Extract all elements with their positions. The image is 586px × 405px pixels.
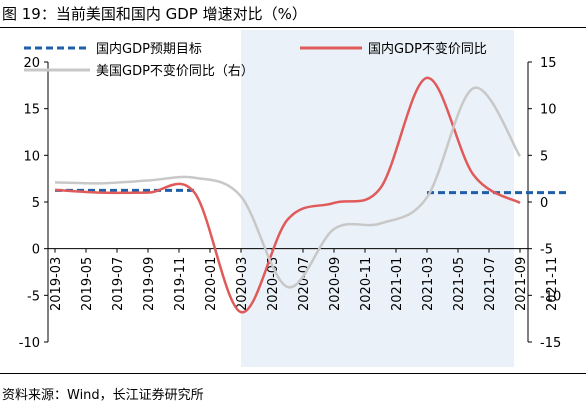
x-tick-label: 2019-03 bbox=[49, 257, 64, 311]
right-tick-label: -5 bbox=[540, 243, 553, 258]
legend-us-label: 美国GDP不变价同比（右） bbox=[96, 63, 254, 79]
left-tick-label: 10 bbox=[23, 149, 40, 164]
shaded-period bbox=[241, 30, 514, 367]
left-tick-label: 5 bbox=[32, 196, 40, 211]
x-tick-label: 2020-05 bbox=[266, 257, 281, 311]
x-tick-label: 2020-03 bbox=[235, 257, 250, 311]
us-gdp-line bbox=[54, 86, 522, 289]
right-tick-label: 5 bbox=[540, 149, 548, 164]
x-tick-label: 2021-09 bbox=[514, 257, 529, 311]
left-tick-label: -10 bbox=[19, 336, 40, 351]
right-tick-label: -10 bbox=[540, 289, 561, 304]
right-tick-label: 15 bbox=[540, 56, 557, 71]
x-tick-label: 2020-01 bbox=[204, 257, 219, 311]
left-tick-label: -5 bbox=[27, 289, 40, 304]
x-tick-label: 2019-11 bbox=[173, 257, 188, 311]
x-tick-label: 2019-07 bbox=[111, 257, 126, 311]
figure-title: 图 19：当前美国和国内 GDP 增速对比（%） bbox=[2, 5, 307, 23]
left-tick-label: 20 bbox=[23, 56, 40, 71]
left-tick-label: 0 bbox=[32, 243, 40, 258]
right-tick-label: -15 bbox=[540, 336, 561, 351]
x-tick-label: 2020-09 bbox=[328, 257, 343, 311]
x-tick-label: 2019-09 bbox=[142, 257, 157, 311]
legend-china-label: 国内GDP不变价同比 bbox=[368, 41, 487, 57]
legend-target-label: 国内GDP预期目标 bbox=[96, 41, 202, 57]
source-rule bbox=[0, 373, 586, 374]
x-tick-label: 2019-05 bbox=[80, 257, 95, 311]
figure-source: 资料来源：Wind，长江证券研究所 bbox=[2, 388, 204, 403]
title-rule bbox=[0, 27, 586, 28]
x-tick-label: 2021-01 bbox=[390, 257, 405, 311]
x-tick-label: 2021-05 bbox=[452, 257, 467, 311]
china-gdp-line bbox=[54, 76, 521, 314]
left-tick-label: 15 bbox=[23, 103, 40, 118]
x-tick-label: 2021-11 bbox=[545, 257, 560, 311]
x-tick-label: 2021-03 bbox=[421, 257, 436, 311]
right-tick-label: 10 bbox=[540, 103, 557, 118]
x-tick-label: 2021-07 bbox=[483, 257, 498, 311]
x-tick-label: 2020-11 bbox=[359, 257, 374, 311]
right-tick-label: 0 bbox=[540, 196, 548, 211]
